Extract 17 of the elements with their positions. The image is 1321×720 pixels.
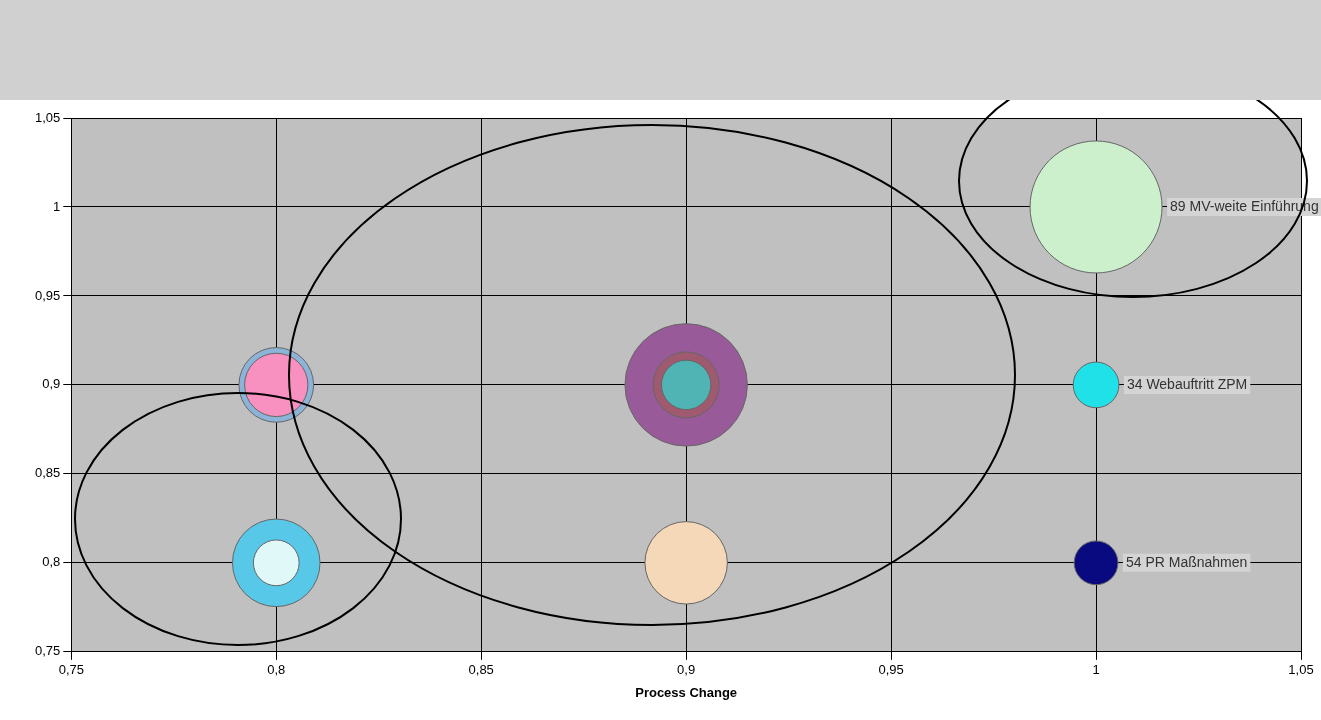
x-tick-label: 0,8 (267, 662, 286, 678)
x-tick-label: 0,9 (677, 662, 696, 678)
y-tick-label: 1 (53, 198, 61, 214)
series-label: 54 PR Maßnahmen (1125, 553, 1248, 570)
x-tick-label: 1,05 (1288, 662, 1314, 678)
y-tick-label: 1,05 (34, 109, 61, 125)
x-axis-title: Process Change (635, 684, 738, 700)
y-tick-label: 0,85 (34, 465, 61, 481)
x-tick-label: 1 (1092, 662, 1100, 678)
y-tick-label: 0,75 (34, 643, 61, 659)
y-tick-label: 0,95 (34, 287, 61, 303)
y-tick-label: 0,9 (42, 376, 61, 392)
series-label: 34 Webauftritt ZPM (1126, 375, 1248, 392)
x-tick-label: 0,95 (878, 662, 904, 678)
y-tick-label: 0,8 (42, 554, 61, 570)
x-tick-label: 0,75 (58, 662, 84, 678)
x-tick-label: 0,85 (468, 662, 494, 678)
